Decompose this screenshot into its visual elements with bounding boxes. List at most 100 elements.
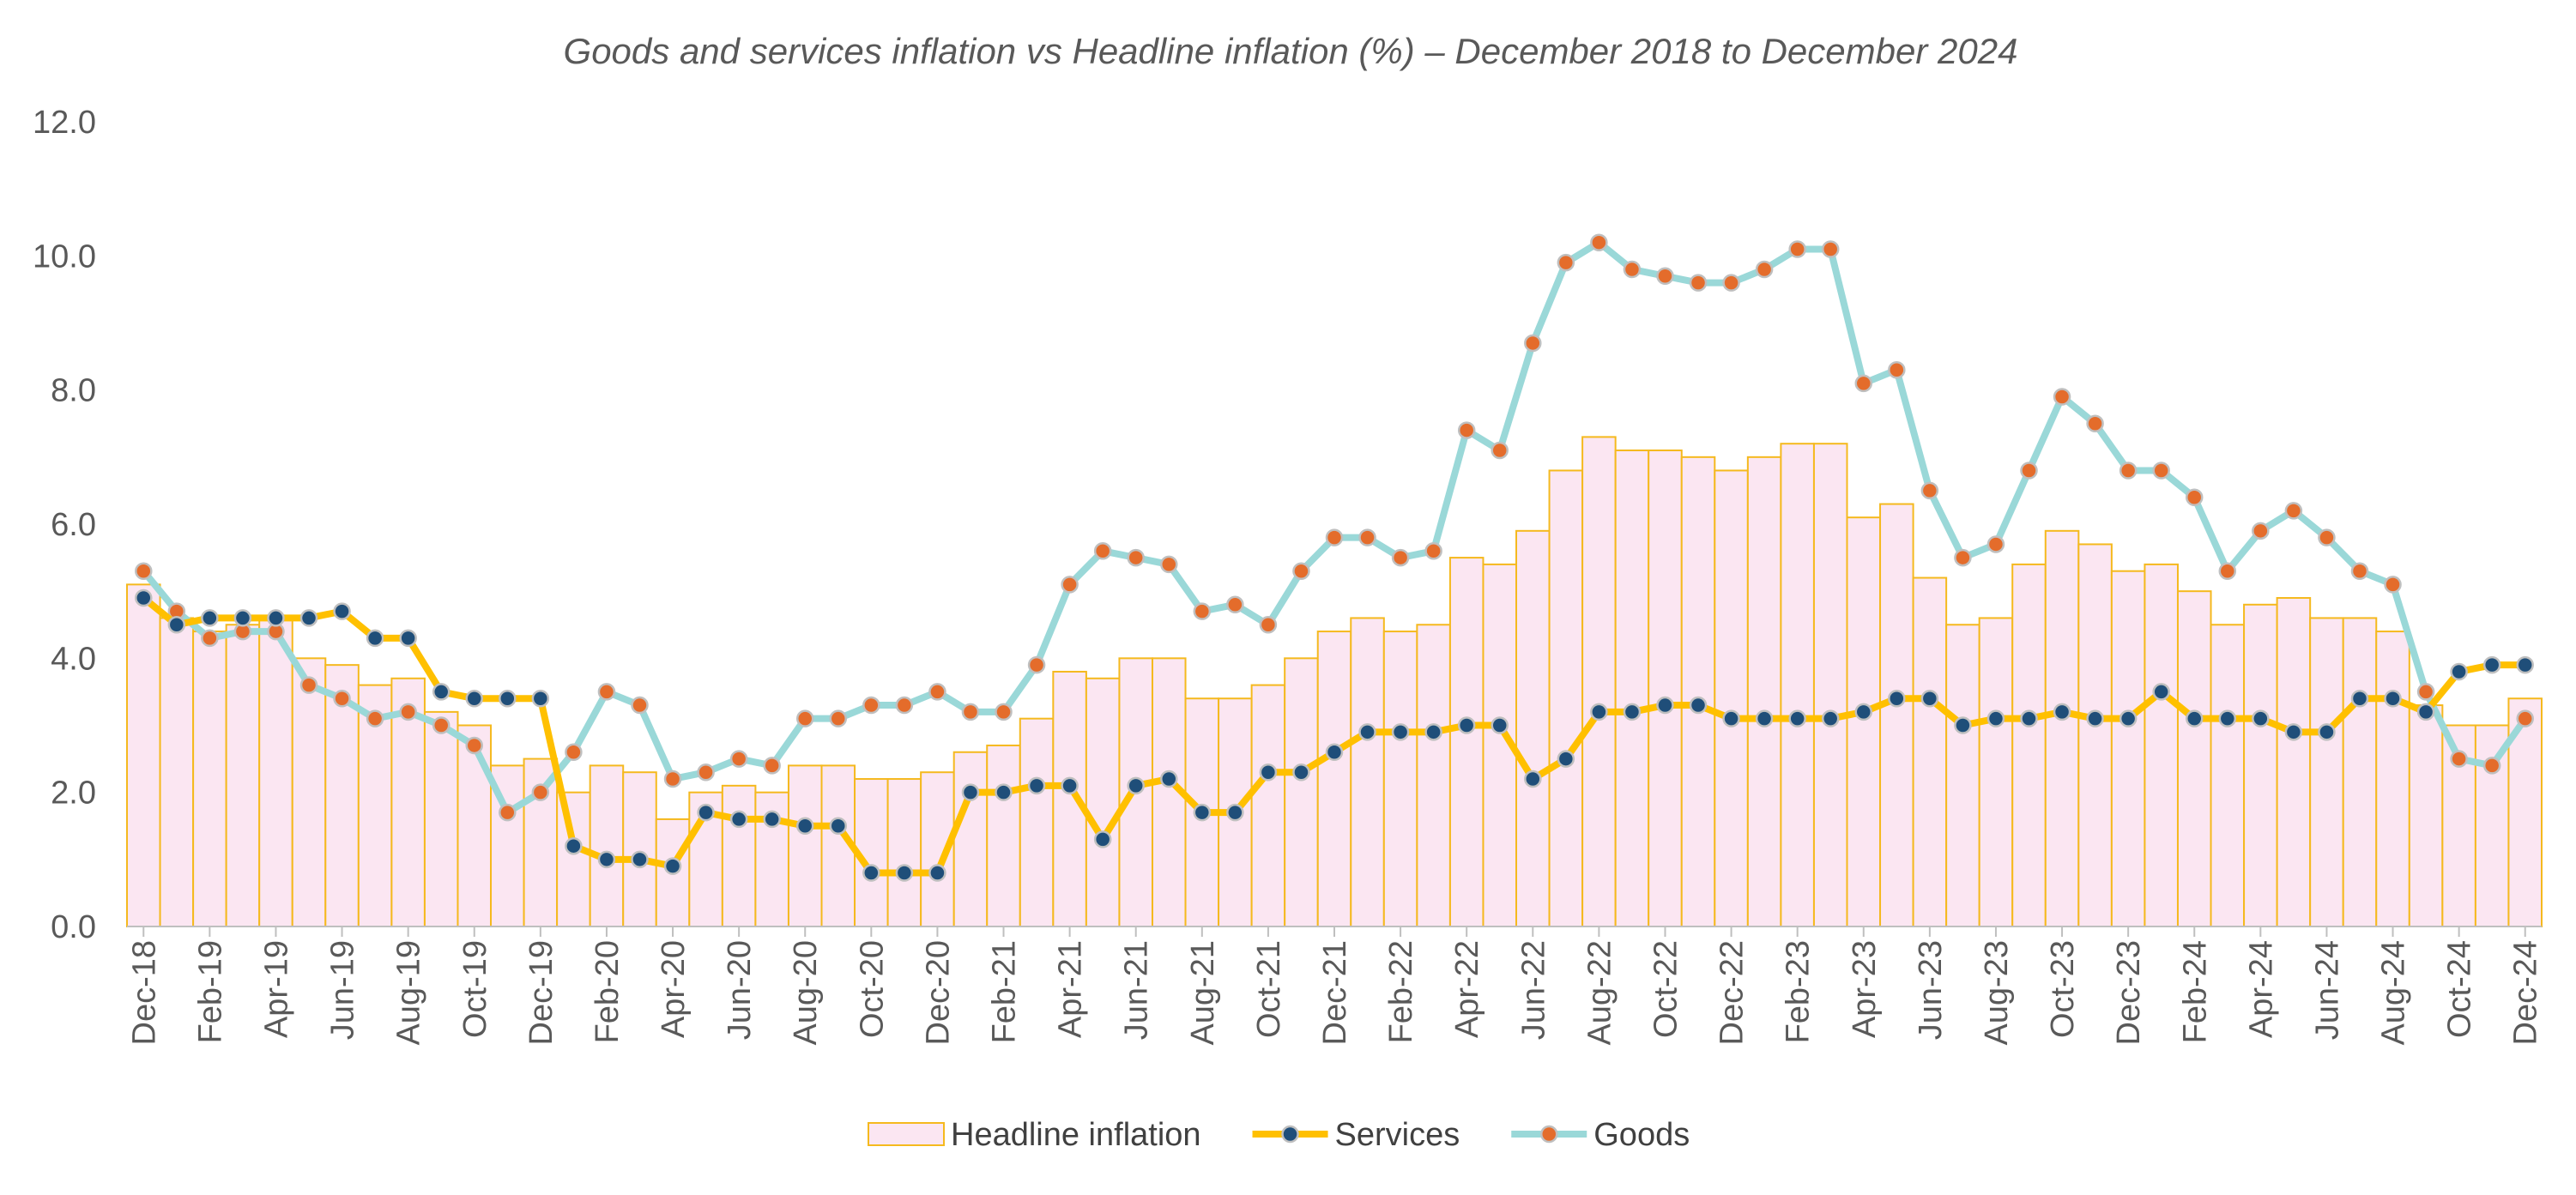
- goods-point: [1722, 274, 1740, 292]
- services-point: [399, 629, 417, 648]
- services-point: [2350, 689, 2369, 708]
- goods-point: [1325, 528, 1344, 546]
- goods-point: [1656, 267, 1674, 286]
- services-point: [135, 588, 153, 607]
- goods-point: [1457, 421, 1476, 439]
- x-tick-label: Feb-19: [192, 940, 228, 1043]
- goods-point: [1788, 240, 1806, 258]
- headline-bar: [2210, 624, 2246, 927]
- goods-point: [1061, 576, 1079, 594]
- legend-swatch-headline-inflation: [868, 1122, 945, 1146]
- goods-point: [1292, 562, 1310, 580]
- services-point: [829, 817, 848, 835]
- headline-bar: [986, 744, 1021, 928]
- services-point: [1292, 763, 1310, 782]
- services-point: [2119, 709, 2138, 727]
- legend-label-goods: Goods: [1593, 1117, 1690, 1153]
- goods-point: [2152, 462, 2170, 480]
- headline-bar: [225, 624, 261, 927]
- x-tick-label: Jun-21: [1119, 940, 1155, 1040]
- goods-point: [2284, 502, 2303, 520]
- services-point: [862, 864, 880, 882]
- x-tick-label: Dec-20: [920, 940, 956, 1046]
- goods-point: [1689, 274, 1708, 292]
- goods-point: [631, 696, 649, 715]
- services-point: [366, 629, 384, 648]
- headline-bar: [2011, 563, 2047, 928]
- services-point: [1888, 689, 1906, 708]
- x-tick-label: Jun-24: [2309, 940, 2345, 1040]
- services-point: [961, 783, 980, 801]
- goods-point: [2384, 576, 2402, 594]
- y-tick-label: 12.0: [33, 105, 96, 141]
- services-point: [531, 689, 550, 708]
- goods-point: [2416, 683, 2435, 701]
- y-tick-label: 4.0: [51, 641, 96, 677]
- goods-point: [697, 763, 715, 782]
- headline-bar: [1714, 469, 1749, 927]
- x-tick-label: Apr-22: [1449, 940, 1485, 1038]
- services-point: [167, 616, 186, 634]
- services-point: [1358, 723, 1376, 741]
- x-tick-label: Jun-20: [722, 940, 758, 1040]
- headline-bar: [2474, 724, 2510, 927]
- headline-bar: [192, 631, 227, 927]
- services-point: [1954, 716, 1972, 734]
- goods-point: [1755, 260, 1774, 279]
- headline-bar: [1879, 503, 1914, 927]
- headline-bar: [1680, 456, 1716, 927]
- legend-label-services: Services: [1335, 1117, 1460, 1153]
- goods-point: [201, 629, 219, 648]
- services-point: [697, 803, 715, 822]
- headline-bar: [1448, 557, 1485, 928]
- headline-bar: [2110, 570, 2146, 927]
- services-point: [1027, 776, 1046, 795]
- y-tick-label: 10.0: [33, 238, 96, 275]
- services-point: [2416, 703, 2435, 721]
- x-tick-label: Feb-23: [1781, 940, 1817, 1043]
- services-point: [299, 609, 318, 627]
- headline-bar: [622, 771, 657, 927]
- headline-bars: [126, 436, 2543, 928]
- headline-bar: [2077, 543, 2113, 927]
- headline-bar: [423, 710, 459, 927]
- goods-point: [1358, 528, 1376, 546]
- headline-bar: [1780, 443, 1815, 927]
- x-axis: Dec-18 Feb-19 Apr-19 Jun-19 Aug-19 Oct-19 Dec-…: [126, 926, 2544, 1046]
- headline-bar: [787, 764, 823, 928]
- headline-bar: [589, 764, 625, 928]
- headline-bar: [126, 583, 161, 927]
- goods-point: [2350, 562, 2369, 580]
- services-point: [631, 850, 649, 869]
- x-tick-label: Dec-19: [523, 940, 559, 1046]
- legend-item-services: Services: [1252, 1117, 1460, 1153]
- goods-point: [729, 750, 748, 768]
- legend-label-headline-inflation: Headline inflation: [951, 1117, 1201, 1153]
- headline-bar: [1316, 631, 1352, 927]
- y-tick-label: 2.0: [51, 776, 96, 812]
- x-tick-label: Dec-23: [2111, 940, 2147, 1046]
- goods-point: [135, 562, 153, 580]
- x-tick-label: Oct-24: [2442, 940, 2478, 1038]
- headline-bar: [1515, 529, 1551, 927]
- x-tick-label: Jun-22: [1515, 940, 1551, 1040]
- services-point: [1623, 703, 1642, 721]
- goods-point: [829, 709, 848, 727]
- goods-point: [1986, 535, 2005, 553]
- headline-bar: [1846, 516, 1882, 927]
- legend-item-headline-inflation: Headline inflation: [868, 1117, 1201, 1153]
- goods-point: [2482, 757, 2501, 775]
- x-tick-label: Apr-24: [2243, 940, 2279, 1038]
- services-point: [763, 810, 781, 829]
- y-axis: 0.0 2.0 4.0 6.0 8.0 10.0 12.0: [33, 105, 96, 945]
- x-tick-label: Dec-22: [1714, 940, 1751, 1046]
- services-point: [465, 689, 483, 708]
- x-tick-label: Aug-19: [391, 940, 427, 1046]
- x-tick-label: Aug-20: [788, 940, 824, 1046]
- services-point: [1722, 709, 1740, 727]
- services-point: [1391, 723, 1410, 741]
- goods-point: [1491, 441, 1509, 460]
- services-point: [1259, 763, 1278, 782]
- goods-point: [432, 716, 450, 734]
